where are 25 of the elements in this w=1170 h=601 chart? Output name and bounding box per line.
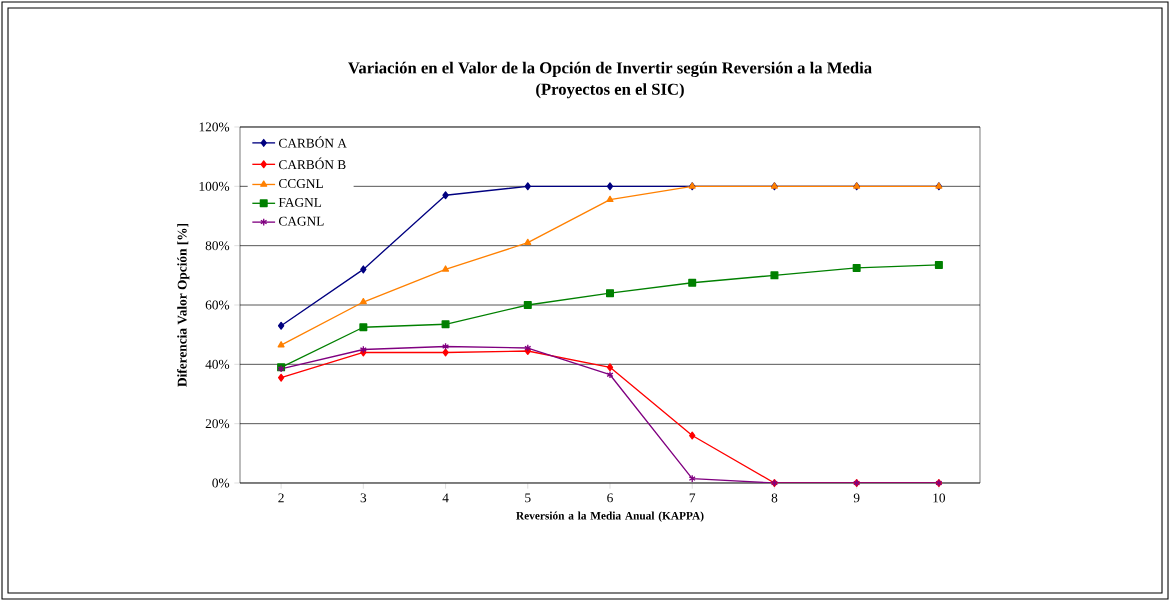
legend-label: CCGNL (278, 179, 323, 188)
y-tick-label: 80% (205, 241, 230, 251)
legend-label: CARBÓN A (278, 136, 347, 148)
chart-subtitle: (Proyectos en el SIC) (536, 83, 684, 99)
x-axis-title: Reversión a la Media Anual (KAPPA) (516, 511, 704, 522)
legend-label: CARBÓN B (278, 157, 346, 170)
chart-title: Variación en el Valor de la Opción de Invertir según Reversión a la Media (348, 61, 872, 78)
x-tick-label: 8 (771, 493, 778, 503)
x-tick-label: 6 (607, 493, 613, 503)
y-tick-label: 0% (212, 478, 230, 488)
x-tick-label: 9 (853, 493, 860, 503)
x-tick-label: 2 (278, 493, 284, 503)
x-tick-label: 7 (689, 493, 696, 503)
y-axis-title: Diferencia Valor Opción [%] (177, 223, 190, 387)
y-tick-label: 40% (205, 359, 230, 369)
y-tick-label: 20% (205, 419, 230, 429)
y-tick-label: 60% (205, 300, 230, 310)
legend-label: CAGNL (278, 216, 324, 226)
legend-label: FAGNL (278, 197, 322, 207)
x-tick-label: 10 (933, 493, 946, 503)
y-tick-label: 100% (199, 181, 230, 191)
x-tick-label: 4 (442, 493, 449, 503)
x-tick-label: 3 (360, 493, 367, 503)
y-tick-label: 120% (199, 122, 230, 132)
x-tick-label: 5 (525, 493, 531, 503)
